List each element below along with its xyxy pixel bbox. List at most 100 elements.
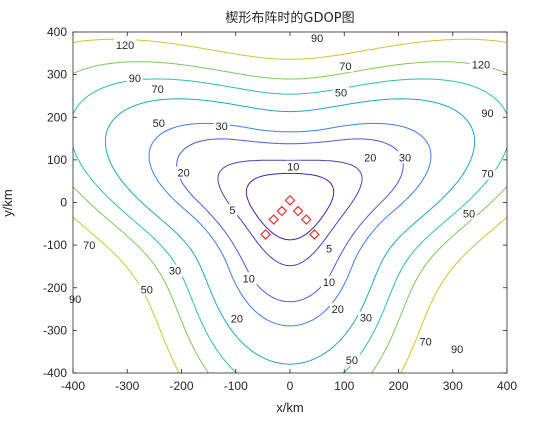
y-tick-label: 200 <box>47 110 67 124</box>
contour-line-70 <box>72 78 508 374</box>
contour-label: 120 <box>116 40 134 52</box>
contour-label-background <box>285 160 302 173</box>
contour-line-90 <box>72 61 508 374</box>
contour-label-background <box>321 275 338 288</box>
contour-label: 90 <box>129 73 141 85</box>
contour-label-background <box>81 239 98 252</box>
contour-label-background <box>309 31 326 44</box>
contour-line-50 <box>104 98 476 365</box>
contour-label: 30 <box>399 152 411 164</box>
contour-label-background <box>149 83 166 96</box>
contour-label: 70 <box>420 336 432 348</box>
contour-label: 10 <box>323 277 335 289</box>
contour-lines <box>72 38 508 374</box>
contour-label: 70 <box>83 240 95 252</box>
contour-label-background <box>449 343 466 356</box>
contour-line-120 <box>72 38 508 374</box>
contour-label: 90 <box>481 108 493 120</box>
contour-label-background <box>228 312 245 325</box>
contour-labels: 5 5 10 10 10 20 20 20 20 30 30 30 30 50 50 50 50 50 70 70 70… <box>67 31 496 367</box>
contour-label: 70 <box>339 61 351 73</box>
contour-label: 50 <box>141 284 153 296</box>
contour-label: 20 <box>332 304 344 316</box>
contour-label: 30 <box>169 266 181 278</box>
contour-label: 90 <box>69 294 81 306</box>
contour-label: 5 <box>229 205 235 217</box>
contour-label-background <box>479 167 496 180</box>
sensor-marker <box>276 205 288 217</box>
contour-label: 20 <box>364 152 376 164</box>
contour-label-background <box>397 151 414 164</box>
contour-label-background <box>337 60 354 73</box>
contour-label-background <box>113 38 137 51</box>
contour-label-background <box>175 166 192 179</box>
x-tick-label: 300 <box>443 379 463 393</box>
contour-label-background <box>417 335 434 348</box>
contour-label: 50 <box>346 355 358 367</box>
contour-label-background <box>461 207 478 220</box>
contour-label-background <box>166 264 183 277</box>
y-axis-label: y/km <box>0 189 15 216</box>
sensor-marker <box>300 214 312 225</box>
x-tick-label: 0 <box>287 379 294 393</box>
contour-label: 10 <box>243 273 255 285</box>
contour-label-background <box>362 151 379 164</box>
x-tick-label: -300 <box>115 379 139 393</box>
chart-title: 楔形布阵时的GDOP图 <box>225 10 354 26</box>
y-tick-label: -200 <box>43 281 67 295</box>
contour-label-background <box>332 86 349 99</box>
contour-label-background <box>329 303 346 316</box>
contour-label: 20 <box>178 168 190 180</box>
contour-label-background <box>343 354 360 367</box>
contour-label: 90 <box>451 344 463 356</box>
contour-label-background <box>469 58 493 71</box>
sensor-marker <box>309 229 320 240</box>
contour-label: 5 <box>326 244 332 256</box>
contour-label: 120 <box>472 59 490 71</box>
y-tick-label: 300 <box>47 68 67 82</box>
x-axis-label: x/km <box>276 400 303 415</box>
y-tick-label: -400 <box>43 366 67 380</box>
contour-label-background <box>67 292 84 305</box>
contour-label: 70 <box>481 169 493 181</box>
contour-label: 50 <box>153 118 165 130</box>
y-tick-label: -300 <box>43 323 67 337</box>
contour-line-30 <box>148 122 432 327</box>
contour-label: 90 <box>311 33 323 45</box>
x-tick-label: -100 <box>224 379 248 393</box>
contour-label-background <box>213 119 230 132</box>
contour-label-background <box>150 117 167 130</box>
contour-label-background <box>227 204 238 217</box>
contour-label: 50 <box>335 88 347 100</box>
contour-label: 30 <box>360 313 372 325</box>
contour-label-background <box>479 106 496 119</box>
y-tick-label: 400 <box>47 25 67 39</box>
contour-label: 50 <box>463 209 475 221</box>
sensor-marker <box>260 229 271 240</box>
contour-label-background <box>240 272 257 285</box>
contour-label-background <box>126 72 143 85</box>
contour-line-5 <box>245 172 335 241</box>
sensor-marker <box>268 214 280 225</box>
axis-ticks: -400 -300 -200 -100 0 100 200 300 400-400-300-20… <box>43 25 517 393</box>
contour-label-background <box>138 283 155 296</box>
y-tick-label: -100 <box>43 238 67 252</box>
x-tick-label: -200 <box>169 379 193 393</box>
contour-label: 30 <box>216 121 228 133</box>
contour-label: 20 <box>231 313 243 325</box>
contour-label-background <box>357 311 374 324</box>
x-tick-label: 100 <box>334 379 354 393</box>
sensor-marker <box>284 195 296 206</box>
contour-label: 10 <box>287 162 299 174</box>
x-tick-label: 400 <box>497 379 517 393</box>
x-tick-label: 200 <box>388 379 408 393</box>
y-tick-label: 0 <box>60 196 67 210</box>
contour-line-10 <box>217 159 363 267</box>
contour-label-background <box>324 242 334 255</box>
y-tick-label: 100 <box>47 153 67 167</box>
sensor-markers <box>260 195 320 240</box>
contour-label: 70 <box>152 84 164 96</box>
sensor-marker <box>292 205 304 217</box>
